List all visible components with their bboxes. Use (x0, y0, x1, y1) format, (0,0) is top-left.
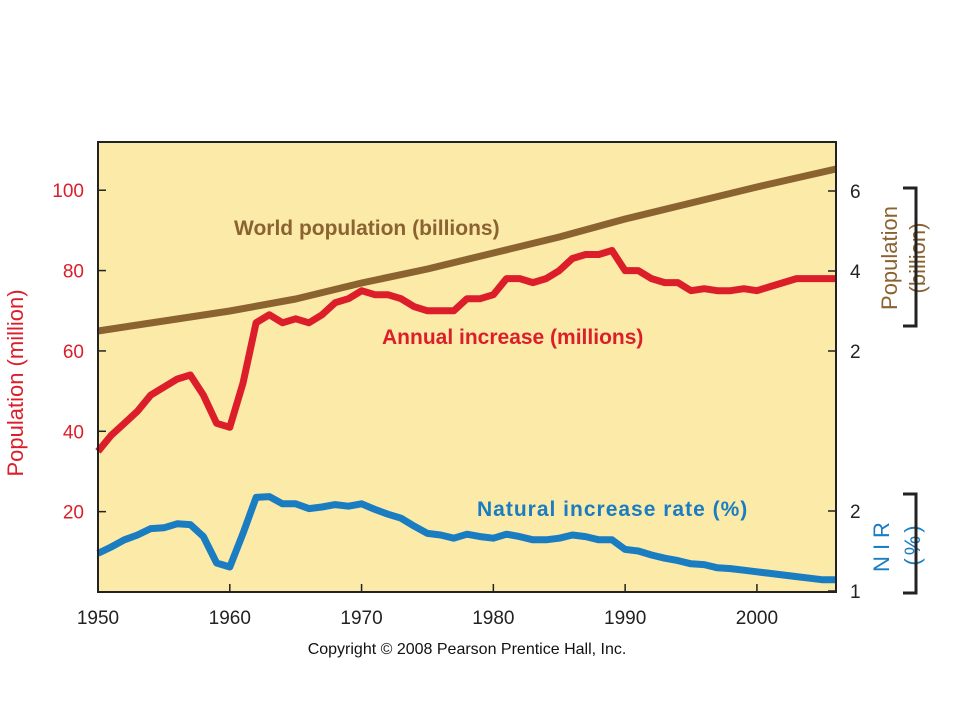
annual-increase-line (95, 247, 836, 454)
x-tick-label-2000: 2000 (736, 608, 778, 629)
right-nir-tick-label-2: 2 (850, 502, 861, 523)
natural-increase-rate-label: Natural increase rate (%) (477, 498, 748, 521)
left-tick-label-40: 40 (63, 422, 84, 443)
population-title-line1: Population (877, 206, 902, 310)
left-tick-label-60: 60 (63, 342, 84, 363)
nir-bracket (903, 492, 918, 595)
world-population-line (97, 165, 837, 335)
copyright-text: Copyright © 2008 Pearson Prentice Hall, … (308, 641, 627, 658)
left-tick-label-100: 100 (52, 181, 84, 202)
left-tick-label-80: 80 (63, 262, 84, 283)
world-population-label: World population (billions) (234, 217, 500, 240)
right-nir-axis-title: NIR (%) (869, 492, 925, 595)
population-bracket (903, 186, 918, 328)
x-tick-label-1980: 1980 (472, 608, 514, 629)
right-pop-tick-label-6: 6 (850, 182, 861, 203)
plot-frame (97, 141, 837, 593)
natural-increase-rate-line (96, 493, 836, 584)
nir-title-line1: NIR (869, 516, 894, 572)
plot-background (98, 142, 836, 592)
x-tick-label-1970: 1970 (340, 608, 382, 629)
right-population-axis-title: Population (billion) (877, 186, 930, 328)
nir-title-line2: (%) (900, 522, 925, 565)
right-nir-tick-label-1: 1 (850, 582, 861, 603)
x-tick-label-1990: 1990 (604, 608, 646, 629)
left-tick-label-20: 20 (63, 503, 84, 524)
annual-increase-label: Annual increase (millions) (382, 326, 643, 349)
x-tick-label-1960: 1960 (209, 608, 251, 629)
right-pop-tick-label-4: 4 (850, 262, 861, 283)
series-layer (95, 165, 837, 584)
right-pop-tick-label-2: 2 (850, 342, 861, 363)
labels-layer: 1950 1960 1970 1980 1990 2000 20 40 60 80 100 2 4 6 1 2 (52, 181, 861, 629)
x-tick-label-1950: 1950 (77, 608, 119, 629)
axis-ticks (97, 189, 836, 592)
left-axis-title: Population (million) (3, 289, 28, 476)
